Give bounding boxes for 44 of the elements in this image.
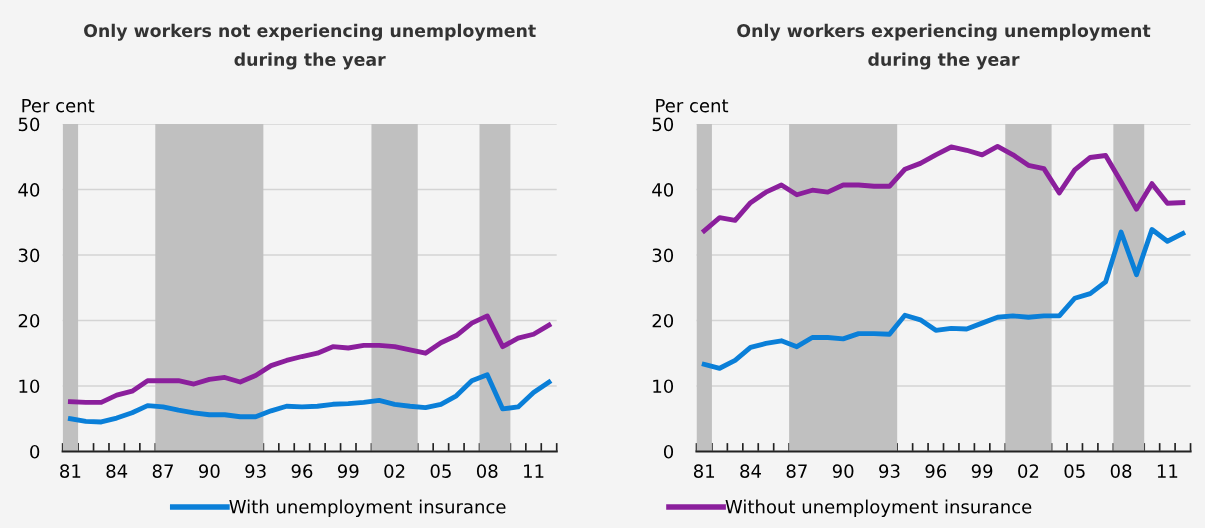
y-tick-label: 50 [652,117,674,132]
y-axis-title: Per cent [22,98,95,113]
chart-title: Only workers experiencing unemployment during the year [737,23,1151,70]
x-tick-label: 87 [786,464,807,478]
x-tick-label: 90 [832,464,854,478]
y-tick-label: 0 [663,444,674,459]
y-tick-label: 20 [18,313,40,328]
y-tick-label: 40 [18,183,40,197]
chart-title: Only workers not experiencing unemployment during the year [84,23,536,70]
y-tick-label: 0 [30,444,40,459]
y-tick-label: 10 [653,379,674,394]
y-tick-label: 30 [18,248,40,263]
x-tick-label: 81 [60,464,81,478]
y-tick-label: 30 [652,248,674,263]
x-tick-label: 11 [1157,464,1178,478]
x-tick-label: 05 [1064,464,1085,478]
x-tick-label: 96 [925,464,947,478]
x-tick-label: 81 [693,464,715,478]
line-series [67,372,552,425]
x-tick-label: 87 [152,464,173,478]
legend-label: Without unemployment insurance [725,499,1032,518]
x-tick-label: 05 [430,464,451,478]
y-tick-label: 20 [652,313,674,328]
x-tick-label: 11 [524,464,544,478]
y-tick-label: 40 [652,183,674,197]
x-tick-label: 99 [337,464,359,478]
legend-label: With unemployment insurance [229,499,506,518]
x-tick-label: 90 [198,464,220,478]
x-tick-label: 96 [291,464,313,478]
x-tick-label: 02 [384,464,405,478]
line-series [701,227,1186,371]
x-tick-label: 93 [245,464,266,478]
x-tick-label: 08 [476,464,498,478]
x-tick-label: 99 [971,464,993,478]
line-series [67,313,552,405]
x-tick-label: 84 [106,464,128,478]
y-axis-title: Per cent [656,98,729,113]
x-tick-label: 93 [879,464,900,478]
x-tick-label: 02 [1018,464,1039,478]
line-series [701,143,1186,234]
y-tick-label: 50 [18,117,40,132]
y-tick-label: 10 [19,379,40,394]
x-tick-label: 08 [1110,464,1132,478]
x-tick-label: 84 [740,464,761,478]
